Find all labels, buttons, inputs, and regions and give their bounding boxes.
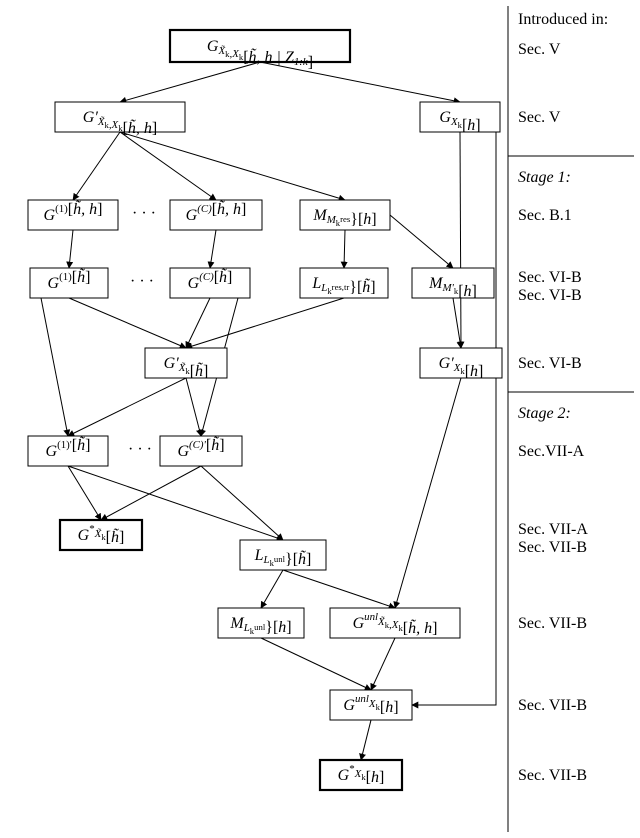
edge [41, 298, 68, 436]
node-gprime: G′X̃k,Xk[h̃, h] [55, 102, 185, 137]
node-gchh: G(C)[h̃, h] [170, 199, 262, 230]
sidebar-item: Sec. VII-B [518, 615, 587, 632]
node-g1hh: G(1)[h̃, h] [28, 199, 118, 230]
sidebar-item: Sec. VI-B [518, 355, 582, 372]
node-gcp: G(C)'[h̃] [160, 435, 242, 466]
edge [69, 230, 73, 268]
edge [344, 230, 345, 268]
node-gch: G(C)[h̃] [170, 267, 250, 298]
node-root: GX̃k,Xk[h̃, h | Z1:k] [170, 30, 350, 71]
node-gxk: GXk[h] [420, 102, 500, 134]
edge [283, 570, 395, 608]
sidebar-layer: Introduced in: Sec. V Sec. V Stage 1: Sec. B… [508, 6, 634, 832]
edge [210, 230, 216, 268]
sidebar-item: Sec. VI-B [518, 287, 582, 304]
node-gprimexk: G′Xk[h] [420, 348, 502, 380]
edge [395, 378, 461, 608]
node-g1h: G(1)[h̃] [30, 267, 108, 298]
edge [73, 132, 120, 200]
edge [390, 215, 453, 268]
nodes-layer: GX̃k,Xk[h̃, h | Z1:k] G′X̃k,Xk[h̃, h] GXk[… [28, 30, 502, 790]
node-gunlx: GunlXk[h] [330, 690, 412, 720]
node-gunlxx: GunlX̃k,Xk[h̃, h] [330, 608, 460, 638]
ellipsis: · · · [128, 441, 152, 458]
diagram-canvas: GX̃k,Xk[h̃, h | Z1:k] G′X̃k,Xk[h̃, h] GXk[… [0, 0, 640, 838]
node-g1p: G(1)'[h̃] [28, 435, 108, 466]
edge [201, 466, 283, 540]
edge [361, 720, 371, 760]
edge [371, 638, 395, 690]
sidebar-item: Sec. VII-B [518, 767, 587, 784]
sidebar-item: Sec. B.1 [518, 207, 572, 224]
edge [68, 378, 186, 436]
edge [120, 132, 216, 200]
ellipses-layer: · · · · · · · · · [128, 205, 156, 458]
sidebar-item: Sec. VI-B [518, 269, 582, 286]
node-gstarx: G*Xk[h] [320, 760, 402, 790]
node-mmprime: MM'k[h] [412, 268, 494, 300]
node-lunl: LLkunl}[h̃] [240, 540, 326, 570]
edge [260, 62, 460, 102]
node-lres: LLkres,tr}[h̃] [300, 268, 388, 298]
node-gprimexth: G′X̃k[h̃] [145, 348, 227, 380]
edge [261, 638, 371, 690]
edge [186, 298, 344, 348]
ellipsis: · · · [132, 205, 156, 222]
sidebar-item: Stage 1: [518, 169, 571, 186]
edge [120, 132, 345, 200]
sidebar-item: Sec. VII-A [518, 521, 588, 538]
edge [120, 62, 260, 102]
ellipsis: · · · [130, 273, 154, 290]
edge [101, 466, 201, 520]
sidebar-item: Stage 2: [518, 405, 571, 422]
sidebar-item: Sec.VII-A [518, 443, 585, 460]
node-munl: MLkunl}[h] [218, 608, 304, 638]
sidebar-item: Sec. VII-B [518, 697, 587, 714]
sidebar-item: Sec. VII-B [518, 539, 587, 556]
edges-layer [41, 62, 496, 760]
edge [261, 570, 283, 608]
node-gstarxt: G*X̃k[h̃] [60, 520, 142, 550]
sidebar-header: Introduced in: [518, 11, 608, 28]
edge [460, 132, 461, 348]
edge [453, 298, 461, 348]
edge [186, 298, 210, 348]
node-mres: MMkres}[h] [300, 200, 390, 230]
edge [68, 466, 101, 520]
edge [186, 378, 201, 436]
sidebar-item: Sec. V [518, 109, 561, 126]
edge [69, 298, 186, 348]
sidebar-item: Sec. V [518, 41, 561, 58]
